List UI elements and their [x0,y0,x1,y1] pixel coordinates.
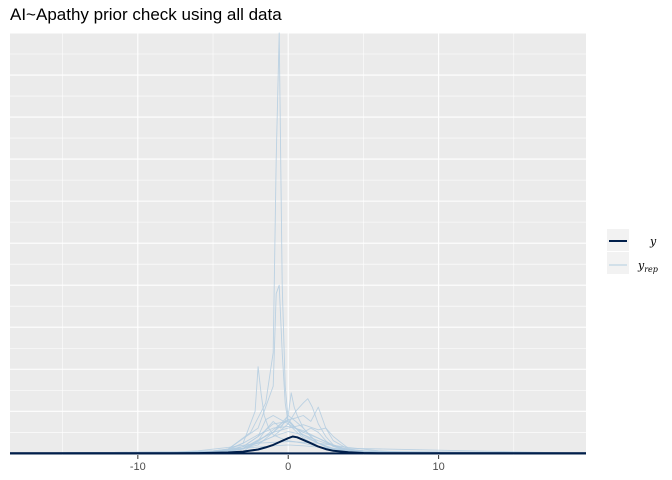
chart-title: AI~Apathy prior check using all data [10,5,282,24]
series-layer [9,32,587,455]
series-line-yrep-14 [9,424,587,454]
legend-label-y: y [649,235,657,248]
x-tick-label: -10 [130,461,146,473]
plot-panel [10,33,586,455]
series-line-yrep-15 [9,419,587,454]
legend-label-yrep: yrep [637,259,658,274]
x-tick-label: 10 [432,461,444,473]
legend-key-bg [607,252,629,274]
legend: y yrep [607,229,658,274]
x-axis: -10 0 10 [130,455,445,473]
x-tick-label: 0 [285,461,291,473]
